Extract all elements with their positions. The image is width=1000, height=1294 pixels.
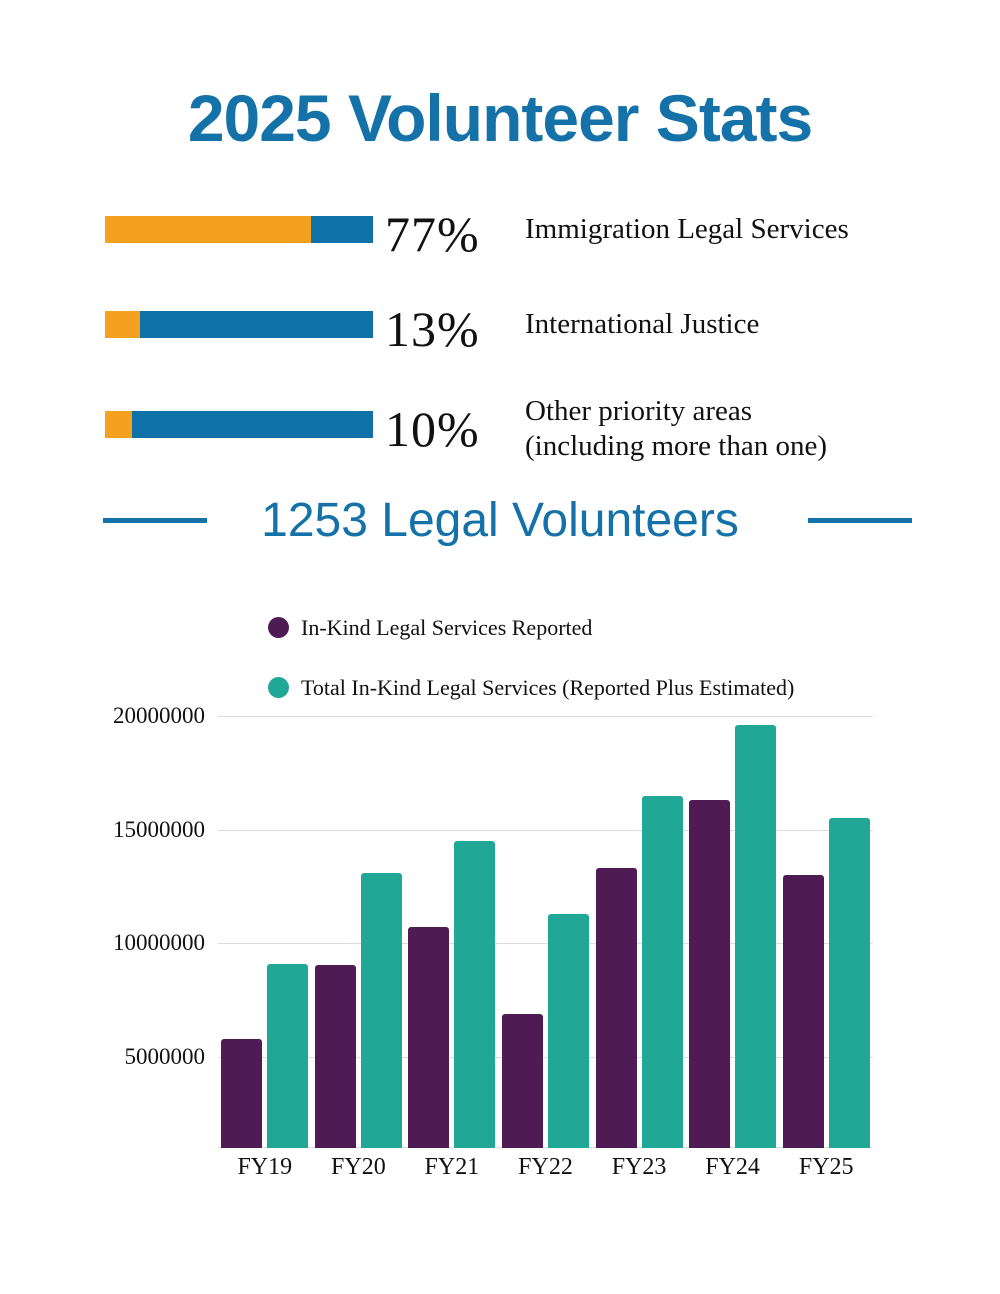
x-axis-category-label: FY21 [424,1154,480,1180]
heading-dash-left [103,518,207,523]
stat-percent: 10% [385,401,480,457]
bar-total-fy19 [267,963,309,1148]
stat-bar-fill-blue [131,411,373,438]
bar-reported-fy24 [689,800,731,1148]
stat-label: International Justice [525,308,760,340]
gridline [218,1057,873,1058]
x-axis-category-label: FY23 [611,1154,667,1180]
stat-label: Immigration Legal Services [525,213,849,245]
legend-label-reported: In-Kind Legal Services Reported [301,615,593,640]
heading-dash-right [808,518,912,523]
bar-reported-fy22 [502,1013,543,1148]
x-axis-category-label: FY22 [518,1154,573,1180]
y-axis-tick-label: 10000000 [113,930,205,956]
bar-total-fy22 [548,913,589,1148]
stat-percent: 13% [385,301,480,357]
gridline [218,943,873,945]
x-axis-category-label: FY20 [331,1154,386,1180]
bar-total-fy25 [828,818,870,1148]
bar-total-fy24 [735,725,777,1148]
bar-reported-fy23 [595,868,637,1148]
stat-bar-fill-blue [139,311,373,338]
gridline [218,829,873,831]
stat-percent: 77% [385,206,480,262]
bar-reported-fy21 [408,927,450,1148]
x-axis-category-label: FY19 [237,1154,293,1180]
stat-bar-fill-blue [311,216,373,243]
stat-label-line: Other priority areas [525,395,753,427]
y-axis-tick-label: 5000000 [124,1044,206,1069]
stat-bar-fill-orange [105,216,312,243]
bar-total-fy21 [454,841,496,1148]
stat-bar-fill-orange [105,311,140,338]
chart-area [218,700,873,1148]
legend-swatch-reported [268,617,289,638]
bar-total-fy23 [641,795,683,1148]
legend-label-total: Total In-Kind Legal Services (Reported P… [301,675,795,700]
bar-total-fy20 [360,872,402,1148]
bar-reported-fy25 [782,875,824,1148]
legend-swatch-total [268,677,289,698]
stat-bar-immigration [105,216,373,243]
stat-bar-fill-orange [105,411,132,438]
page-title: 2025 Volunteer Stats [187,81,813,155]
x-axis-category-label: FY25 [798,1154,854,1180]
bar-reported-fy20 [314,964,356,1148]
x-axis-line [218,1147,873,1148]
y-axis-tick-label: 15000000 [113,816,205,842]
stat-bar-international-justice [105,311,373,338]
stat-label-line: (including more than one) [525,430,827,462]
stat-bar-other-priority [105,411,373,438]
bar-reported-fy19 [221,1038,263,1148]
y-axis-tick-label: 20000000 [113,702,205,728]
volunteers-heading: 1253 Legal Volunteers [261,494,739,547]
stat-label: Other priority areas (including more tha… [525,394,827,464]
gridline [218,715,873,717]
x-axis-category-label: FY24 [705,1154,760,1180]
